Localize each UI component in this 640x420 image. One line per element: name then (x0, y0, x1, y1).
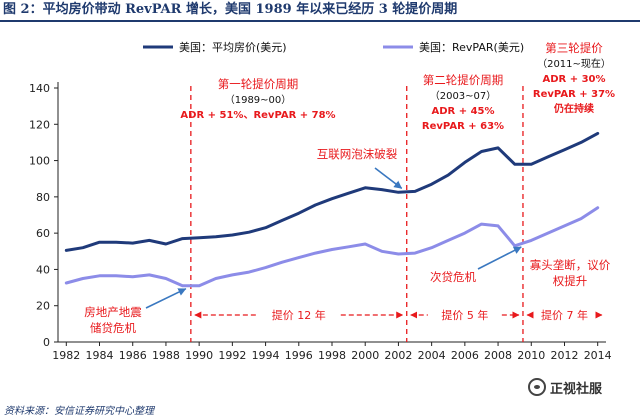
line-chart: 0 20 40 60 80 100 120 140 1982 1984 1986 1988 1990 19… (29, 41, 615, 362)
x-tick-label: 1996 (285, 349, 313, 362)
cycle-period: （2011~现在） (537, 58, 611, 70)
y-tick-label: 60 (36, 227, 50, 240)
watermark: 正视社服 (528, 376, 602, 398)
annotation-realestate-arrow (145, 287, 187, 309)
x-tick-label: 2014 (584, 349, 612, 362)
x-tick-label: 2000 (351, 349, 379, 362)
x-tick-label: 2004 (418, 349, 446, 362)
x-tick-label: 1986 (119, 349, 147, 362)
x-tick-label: 2012 (550, 349, 578, 362)
x-tick-label: 1988 (152, 349, 180, 362)
cycle-detail: RevPAR + 37% (533, 89, 615, 100)
x-tick-label: 1992 (218, 349, 246, 362)
x-tick-label: 2006 (451, 349, 479, 362)
cycle-detail: RevPAR + 63% (422, 121, 504, 132)
annotation-subprime-text: 次贷危机 (430, 270, 476, 284)
annotation-dotcom-text: 互联网泡沫破裂 (317, 147, 398, 161)
x-tick-label: 1990 (185, 349, 213, 362)
y-tick-label: 0 (43, 336, 50, 349)
duration-label: 提价 5 年 (441, 308, 488, 322)
legend-label: 美国：RevPAR(美元) (419, 41, 524, 54)
cycle-detail: ADR + 30% (542, 74, 605, 85)
x-tick-label: 1982 (52, 349, 80, 362)
x-tick-label: 1994 (252, 349, 280, 362)
legend-label: 美国：平均房价(美元) (179, 41, 287, 54)
duration-label: 提价 7 年 (541, 308, 588, 322)
duration-label: 提价 12 年 (272, 308, 326, 322)
y-tick-label: 80 (36, 191, 50, 204)
cycle-detail: 仍在持续 (553, 102, 594, 115)
series-line-revpar (64, 206, 600, 288)
annotation-dotcom-arrow (374, 167, 403, 190)
y-tick-label: 120 (29, 118, 50, 131)
cycle-period: （1989~00） (225, 94, 292, 106)
y-tick-label: 140 (29, 82, 50, 95)
y-tick-label: 20 (36, 300, 50, 313)
annotation-realestate-text: 储贷危机 (90, 321, 136, 335)
x-tick-label: 1998 (318, 349, 346, 362)
cycle-period: （2003~07） (430, 90, 497, 102)
cycle-title: 第三轮提价 (545, 41, 603, 55)
series-line-house-price (64, 131, 600, 252)
x-tick-label: 2002 (384, 349, 412, 362)
y-tick-label: 100 (29, 155, 50, 168)
cycle-title: 第一轮提价周期 (218, 77, 299, 91)
annotation-oligopoly-text: 寡头垄断，议价 (530, 258, 611, 272)
x-tick-label: 2010 (517, 349, 545, 362)
x-tick-label: 2008 (484, 349, 512, 362)
cycle-detail: ADR + 51%、RevPAR + 78% (180, 110, 335, 121)
cycle-detail: ADR + 45% (431, 106, 494, 117)
source-note: 资料来源：安信证券研究中心整理 (4, 406, 154, 417)
cycle-title: 第二轮提价周期 (423, 73, 504, 87)
watermark-text: 正视社服 (550, 381, 603, 397)
wechat-icon (528, 378, 546, 396)
annotation-oligopoly-text: 权提升 (553, 274, 588, 288)
annotation-realestate-text: 房地产地震 (84, 305, 142, 319)
x-tick-label: 1984 (86, 349, 114, 362)
figure-title: 图 2：平均房价带动 RevPAR 增长，美国 1989 年以来已经历 3 轮提… (0, 0, 640, 22)
annotation-subprime-arrow (477, 246, 522, 270)
y-tick-label: 40 (36, 263, 50, 276)
